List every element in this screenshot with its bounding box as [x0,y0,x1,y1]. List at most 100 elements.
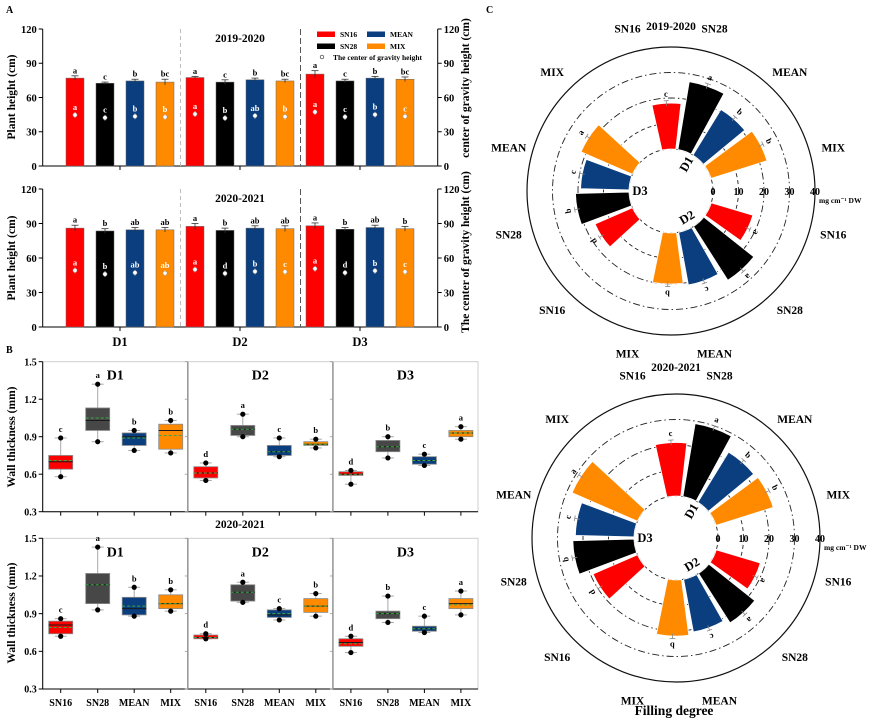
gravity-point-mean-d2 [252,269,258,274]
gravity-point-sn16-d3 [312,266,318,272]
max-point-mean-d1 [131,427,137,434]
radial-error-cap-mix-d3 [576,471,581,478]
bar-sn16-d1 [65,227,85,328]
category-label-mix: MIX [540,67,564,79]
min-point-mean-d1 [131,613,137,619]
significance-letter: d [588,236,599,246]
radial-error-bar-sn28-d2 [739,267,744,272]
radial-error-cap-sn28-d2 [742,612,748,617]
group-label-d3: D3 [632,184,647,198]
plant-height-chart-2020-2021: 2020-2021 Plant height (cm) The center o… [6,171,472,349]
radial-gridline-40 [531,393,821,683]
gravity-point-mix-d2 [282,114,288,120]
significance-letter: c [703,284,710,295]
y-tick-label: 1.2 [24,395,37,406]
gravity-point-mean-d1 [132,270,138,276]
y-axis-label: Plant height (cm) [6,54,18,139]
panel-a: A 2019-2020 Plant height (cm) center of … [6,5,472,349]
x-tick-label-mix: MIX [160,698,181,709]
significance-letter: a [193,66,198,76]
radial-unit-label: mg cm⁻¹ DW [824,543,867,552]
radial-error-bar-mean-d3 [574,517,580,520]
y2-tick-label: 30 [444,128,455,139]
min-point-sn16-d1 [58,474,64,480]
significance-letter: c [568,169,579,175]
radial-bar-mix-d2 [655,578,690,637]
max-point-mean-d3 [421,613,427,619]
min-point-sn28-d2 [240,434,246,440]
radial-tick-label: 20 [759,187,769,198]
significance-letter: a [459,577,464,587]
radial-tick-label: 40 [815,534,825,545]
max-point-mix-d2 [313,590,319,597]
legend-label-sn16: SN16 [340,30,357,39]
radial-error-bar-sn28-d3 [572,556,578,559]
plant-height-chart-2019-2020: 2019-2020 Plant height (cm) center of gr… [6,18,472,173]
radial-tick-label: 30 [790,534,800,545]
chart-title: 2020-2021 [215,519,265,531]
group-label-d2: D2 [682,555,702,575]
gravity-significance-letter: c [403,259,407,269]
radial-bar-mean-d1 [692,108,746,165]
significance-letter: c [708,631,715,642]
bar-sn16-d2 [185,226,205,328]
y-tick-label: 0.6 [24,470,37,481]
significance-letter: a [744,615,754,626]
significance-letter: b [313,580,318,590]
radial-unit-label: mg cm⁻¹ DW [819,196,862,205]
radial-error-cap-sn16-d3 [597,235,602,240]
radial-bar-mix-d1 [709,476,774,526]
box-mix-d1 [158,423,184,450]
legend-swatch-mean [367,31,385,37]
radial-bar-mean-d3 [580,158,633,191]
y2-tick-label: 60 [444,254,455,265]
group-label-d1: D1 [682,501,702,521]
significance-letter: d [349,456,354,466]
radial-error-cap-mix-d1 [767,487,771,494]
category-label-sn28: SN28 [706,371,732,383]
y-tick-label: 30 [26,288,37,299]
radial-bar-mix-d2 [651,231,684,285]
significance-letter: b [253,68,258,78]
group-label-d1: D1 [677,154,697,174]
significance-letter: b [743,450,753,461]
significance-letter: b [168,576,173,586]
significance-letter: bc [401,66,410,76]
radial-tick-label: 30 [785,187,795,198]
gravity-significance-letter: d [223,260,228,270]
y-axis-label: Wall thickness (mm) [6,562,18,663]
max-point-mix-d3 [458,588,464,594]
y-tick-label: 30 [26,128,37,139]
legend-label-mean: MEAN [390,30,413,39]
category-label-sn16: SN16 [825,576,851,588]
category-label-sn16: SN16 [539,305,565,317]
radial-error-bar-mix-d3 [578,474,584,478]
y-axis-label: Wall thickness (mm) [6,386,18,487]
significance-letter: c [423,602,427,612]
legend-gravity-marker [319,54,325,60]
significance-letter: b [770,483,781,492]
max-point-sn28-d1 [95,544,101,550]
x-tick-label-mix: MIX [306,698,327,709]
gravity-significance-letter: b [223,105,228,115]
significance-letter: a [713,414,721,425]
max-point-sn16-d1 [58,616,64,622]
min-point-sn28-d3 [385,619,391,626]
bar-sn28-d2 [215,230,235,328]
radial-bar-sn28-d3 [575,191,633,225]
radial-error-bar-mean-d1 [731,116,736,122]
radial-error-bar-mix-d1 [764,490,770,494]
min-point-sn16-d2 [203,477,209,484]
gravity-significance-letter: b [103,261,108,271]
y-tick-label: 90 [26,219,37,230]
radial-bar-mean-d3 [574,502,638,538]
significance-letter: b [403,216,408,226]
bar-mix-d1 [155,81,175,167]
gravity-significance-letter: b [283,104,288,114]
box-sn28-d1 [85,573,111,605]
category-label-mean: MEAN [777,414,813,426]
radial-gridline-30 [557,419,795,657]
significance-letter: d [349,622,354,632]
radial-error-bar-sn16-d3 [599,234,604,238]
significance-letter: c [103,72,107,82]
